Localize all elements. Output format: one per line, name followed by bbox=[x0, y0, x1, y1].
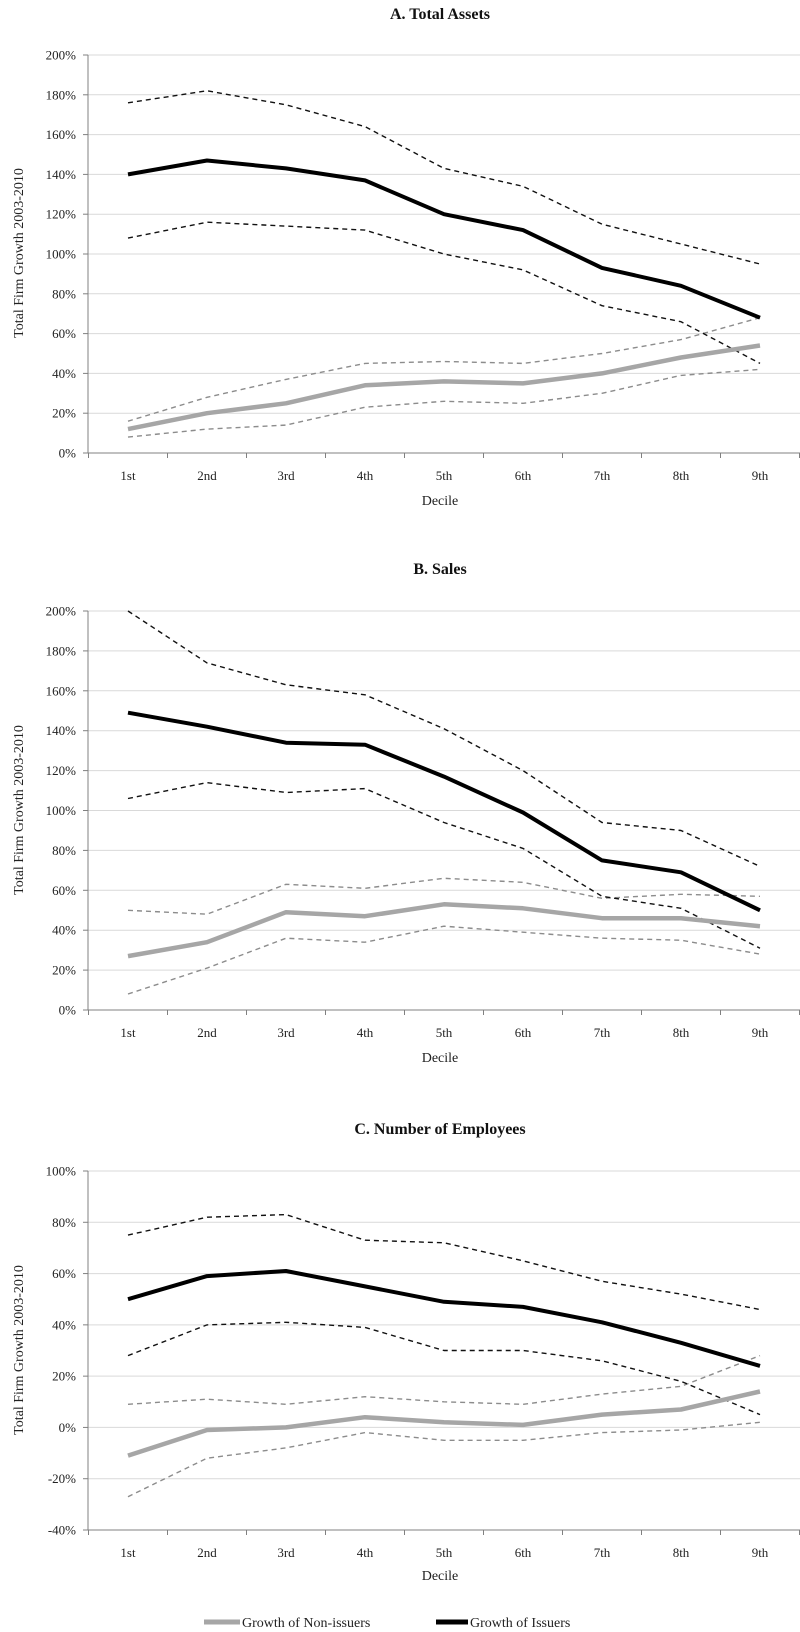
y-tick-label: 60% bbox=[52, 1266, 76, 1281]
chart-title: A. Total Assets bbox=[390, 6, 490, 23]
x-axis-title: Decile bbox=[422, 1051, 459, 1066]
x-tick-label: 5th bbox=[436, 1025, 453, 1040]
y-tick-label: 80% bbox=[52, 286, 76, 301]
y-tick-label: 40% bbox=[52, 1317, 76, 1332]
x-tick-label: 8th bbox=[673, 1545, 690, 1560]
y-tick-label: 0% bbox=[59, 446, 77, 461]
chart-title: B. Sales bbox=[413, 561, 466, 578]
y-tick-label: -40% bbox=[48, 1523, 76, 1538]
x-tick-label: 2nd bbox=[197, 1025, 217, 1040]
series-line-nonissuers-lower bbox=[127, 925, 761, 995]
series-line-nonissuers-upper bbox=[127, 1354, 761, 1406]
x-tick-label: 9th bbox=[752, 1545, 769, 1560]
series-line-nonissuers-lower bbox=[127, 1421, 761, 1498]
y-tick-label: 120% bbox=[46, 763, 77, 778]
series-line-issuers bbox=[127, 1269, 761, 1368]
series-line-nonissuers bbox=[127, 902, 761, 959]
x-tick-label: 7th bbox=[594, 1545, 611, 1560]
x-axis-title: Decile bbox=[422, 494, 459, 509]
legend: Growth of Non-issuers Growth of Issuers bbox=[204, 1616, 570, 1631]
series-line-issuers-upper bbox=[127, 1213, 761, 1311]
x-tick-label: 2nd bbox=[197, 468, 217, 483]
y-tick-label: 140% bbox=[46, 723, 77, 738]
x-tick-label: 1st bbox=[120, 468, 136, 483]
series-line-issuers-upper bbox=[127, 610, 761, 868]
y-tick-label: 100% bbox=[46, 803, 77, 818]
y-tick-label: 60% bbox=[52, 883, 76, 898]
series-line-nonissuers bbox=[127, 1389, 761, 1458]
x-tick-label: 4th bbox=[357, 468, 374, 483]
series-line-issuers bbox=[127, 158, 761, 320]
y-tick-label: 180% bbox=[46, 643, 77, 658]
series-line-issuers-lower bbox=[127, 781, 761, 949]
x-tick-label: 5th bbox=[436, 468, 453, 483]
series-line-issuers bbox=[127, 710, 761, 913]
chart-panel-3: C. Number of Employees -40% -20% 0% 20% 40% 60… bbox=[12, 1121, 800, 1584]
x-tick-label: 6th bbox=[515, 1025, 532, 1040]
y-tick-label: 80% bbox=[52, 843, 76, 858]
y-tick-label: 0% bbox=[59, 1003, 77, 1018]
x-tick-label: 5th bbox=[436, 1545, 453, 1560]
x-tick-label: 3rd bbox=[277, 1545, 295, 1560]
y-axis-title: Total Firm Growth 2003-2010 bbox=[12, 168, 27, 338]
x-tick-label: 6th bbox=[515, 1545, 532, 1560]
y-tick-label: 140% bbox=[46, 167, 77, 182]
series-line-nonissuers-upper bbox=[127, 317, 761, 422]
y-tick-label: 80% bbox=[52, 1215, 76, 1230]
y-tick-label: 20% bbox=[52, 963, 76, 978]
x-tick-label: 3rd bbox=[277, 468, 295, 483]
x-tick-label: 7th bbox=[594, 1025, 611, 1040]
y-tick-label: 0% bbox=[59, 1420, 77, 1435]
chart-panel-2: B. Sales 0% 20% 40% 60% 80% 100% 120% 140% 160% 18… bbox=[12, 561, 800, 1066]
x-tick-label: 4th bbox=[357, 1545, 374, 1560]
series-line-issuers-upper bbox=[127, 90, 761, 265]
y-tick-label: 20% bbox=[52, 1369, 76, 1384]
y-tick-label: 100% bbox=[46, 1164, 77, 1179]
y-tick-label: 160% bbox=[46, 683, 77, 698]
series-line-issuers-lower bbox=[127, 1321, 761, 1416]
series-line-nonissuers-upper bbox=[127, 877, 761, 915]
x-tick-label: 9th bbox=[752, 468, 769, 483]
x-tick-label: 9th bbox=[752, 1025, 769, 1040]
chart-panel-1: A. Total Assets 0% 20% 40% 60% 80% 100% 120% 140… bbox=[12, 6, 800, 509]
legend-label-nonissuers: Growth of Non-issuers bbox=[242, 1616, 370, 1631]
series-line-nonissuers bbox=[127, 343, 761, 432]
x-tick-label: 4th bbox=[357, 1025, 374, 1040]
y-tick-label: 200% bbox=[46, 48, 77, 63]
y-tick-label: 100% bbox=[46, 247, 77, 262]
y-axis-title: Total Firm Growth 2003-2010 bbox=[12, 1265, 27, 1435]
y-tick-label: 40% bbox=[52, 366, 76, 381]
series-line-nonissuers-lower bbox=[127, 368, 761, 438]
y-tick-label: -20% bbox=[48, 1471, 76, 1486]
series-line-issuers-lower bbox=[127, 221, 761, 365]
y-tick-label: 180% bbox=[46, 87, 77, 102]
x-tick-label: 6th bbox=[515, 468, 532, 483]
y-tick-label: 120% bbox=[46, 207, 77, 222]
y-axis-title: Total Firm Growth 2003-2010 bbox=[12, 725, 27, 895]
x-tick-label: 7th bbox=[594, 468, 611, 483]
x-tick-label: 1st bbox=[120, 1025, 136, 1040]
y-tick-label: 40% bbox=[52, 923, 76, 938]
y-tick-label: 200% bbox=[46, 604, 77, 619]
y-tick-label: 20% bbox=[52, 406, 76, 421]
legend-label-issuers: Growth of Issuers bbox=[470, 1616, 570, 1631]
x-tick-label: 3rd bbox=[277, 1025, 295, 1040]
x-tick-label: 1st bbox=[120, 1545, 136, 1560]
x-axis-title: Decile bbox=[422, 1569, 459, 1584]
x-tick-label: 8th bbox=[673, 468, 690, 483]
x-tick-label: 2nd bbox=[197, 1545, 217, 1560]
y-tick-label: 160% bbox=[46, 127, 77, 142]
chart-title: C. Number of Employees bbox=[354, 1121, 525, 1138]
y-tick-label: 60% bbox=[52, 326, 76, 341]
x-tick-label: 8th bbox=[673, 1025, 690, 1040]
